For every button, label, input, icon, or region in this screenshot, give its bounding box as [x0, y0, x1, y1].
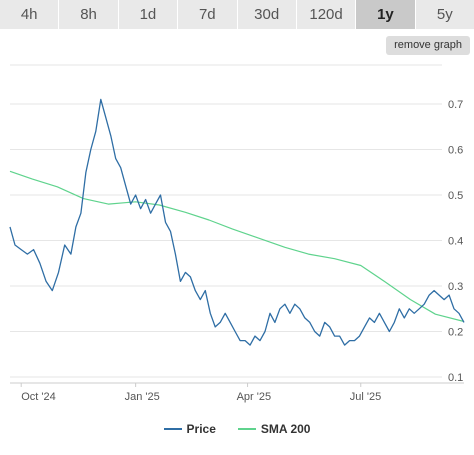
x-tick-label: Apr '25	[237, 391, 272, 403]
timeframe-tabs: 4h 8h 1d 7d 30d 120d 1y 5y	[0, 0, 474, 29]
y-tick-label: 0.4	[448, 236, 463, 248]
y-tick-label: 0.3	[448, 281, 463, 293]
y-tick-label: 0.1	[448, 372, 463, 384]
legend-item-sma[interactable]: SMA 200	[237, 420, 311, 438]
legend-label-price: Price	[186, 422, 216, 436]
tab-8h[interactable]: 8h	[59, 0, 119, 29]
x-tick-label: Jan '25	[125, 391, 160, 403]
tab-30d[interactable]: 30d	[237, 0, 297, 29]
y-tick-label: 0.5	[448, 190, 463, 202]
tab-1d[interactable]: 1d	[118, 0, 179, 29]
tab-7d[interactable]: 7d	[178, 0, 238, 29]
price-legend-swatch	[163, 428, 182, 430]
tab-1y[interactable]: 1y	[356, 0, 416, 29]
sma-legend-swatch	[237, 428, 256, 430]
tab-120d[interactable]: 120d	[296, 0, 357, 29]
x-tick-label: Oct '24	[21, 391, 56, 403]
price-line[interactable]	[9, 98, 465, 346]
sma-200-line[interactable]	[9, 170, 465, 323]
tab-5y[interactable]: 5y	[415, 0, 474, 29]
remove-graph-button[interactable]: remove graph	[386, 36, 470, 55]
tab-4h[interactable]: 4h	[0, 0, 60, 29]
y-tick-label: 0.7	[448, 99, 463, 111]
chart-legend: Price SMA 200	[0, 420, 474, 438]
y-tick-label: 0.6	[448, 145, 463, 157]
legend-item-price[interactable]: Price	[163, 420, 216, 438]
x-tick-label: Jul '25	[350, 391, 381, 403]
y-tick-label: 0.2	[448, 327, 463, 339]
legend-label-sma: SMA 200	[260, 422, 311, 436]
